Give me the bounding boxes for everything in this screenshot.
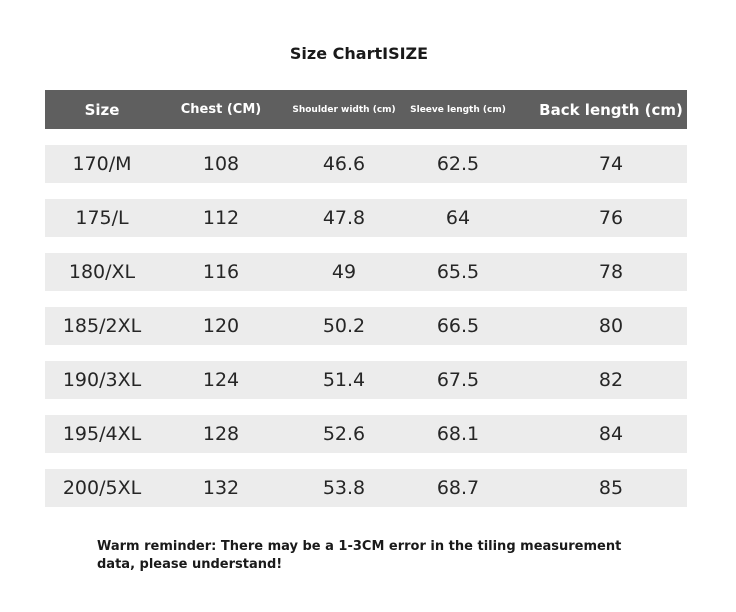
cell-back-length: 74 xyxy=(598,153,624,175)
table-row: 185/2XL 120 50.2 66.5 80 xyxy=(45,307,687,345)
cell-chest: 132 xyxy=(202,477,240,499)
table-row: 190/3XL 124 51.4 67.5 82 xyxy=(45,361,687,399)
cell-chest: 116 xyxy=(202,261,240,283)
cell-back-length: 82 xyxy=(598,369,624,391)
table-row: 180/XL 116 49 65.5 78 xyxy=(45,253,687,291)
cell-size: 180/XL xyxy=(68,261,136,283)
cell-chest: 112 xyxy=(202,207,240,229)
cell-back-length: 85 xyxy=(598,477,624,499)
cell-sleeve-length: 66.5 xyxy=(436,315,480,337)
page-title: Size ChartISIZE xyxy=(289,44,429,63)
cell-chest: 128 xyxy=(202,423,240,445)
cell-shoulder-width: 49 xyxy=(331,261,357,283)
cell-size: 190/3XL xyxy=(62,369,142,391)
table-row: 175/L 112 47.8 64 76 xyxy=(45,199,687,237)
cell-back-length: 80 xyxy=(598,315,624,337)
cell-size: 170/M xyxy=(72,153,132,175)
cell-chest: 124 xyxy=(202,369,240,391)
cell-size: 175/L xyxy=(75,207,129,229)
cell-shoulder-width: 53.8 xyxy=(322,477,366,499)
cell-sleeve-length: 65.5 xyxy=(436,261,480,283)
cell-sleeve-length: 68.7 xyxy=(436,477,480,499)
header-size: Size xyxy=(84,100,120,119)
cell-chest: 108 xyxy=(202,153,240,175)
header-shoulder-width: Shoulder width (cm) xyxy=(292,104,396,115)
warm-reminder-note: Warm reminder: There may be a 1-3CM erro… xyxy=(97,539,622,572)
table-row: 170/M 108 46.6 62.5 74 xyxy=(45,145,687,183)
cell-back-length: 76 xyxy=(598,207,624,229)
header-sleeve-length: Sleeve length (cm) xyxy=(410,104,506,115)
cell-size: 200/5XL xyxy=(62,477,142,499)
table-row: 200/5XL 132 53.8 68.7 85 xyxy=(45,469,687,507)
cell-sleeve-length: 67.5 xyxy=(436,369,480,391)
cell-back-length: 84 xyxy=(598,423,624,445)
cell-sleeve-length: 68.1 xyxy=(436,423,480,445)
header-back-length: Back length (cm) xyxy=(539,100,683,119)
cell-size: 195/4XL xyxy=(62,423,142,445)
table-row: 195/4XL 128 52.6 68.1 84 xyxy=(45,415,687,453)
cell-shoulder-width: 47.8 xyxy=(322,207,366,229)
cell-shoulder-width: 52.6 xyxy=(322,423,366,445)
cell-shoulder-width: 46.6 xyxy=(322,153,366,175)
cell-shoulder-width: 51.4 xyxy=(322,369,366,391)
cell-chest: 120 xyxy=(202,315,240,337)
header-chest: Chest (CM) xyxy=(180,102,262,117)
cell-shoulder-width: 50.2 xyxy=(322,315,366,337)
cell-sleeve-length: 64 xyxy=(445,207,471,229)
cell-size: 185/2XL xyxy=(62,315,142,337)
cell-sleeve-length: 62.5 xyxy=(436,153,480,175)
cell-back-length: 78 xyxy=(598,261,624,283)
table-header-row: Size Chest (CM) Shoulder width (cm) Slee… xyxy=(45,90,687,129)
